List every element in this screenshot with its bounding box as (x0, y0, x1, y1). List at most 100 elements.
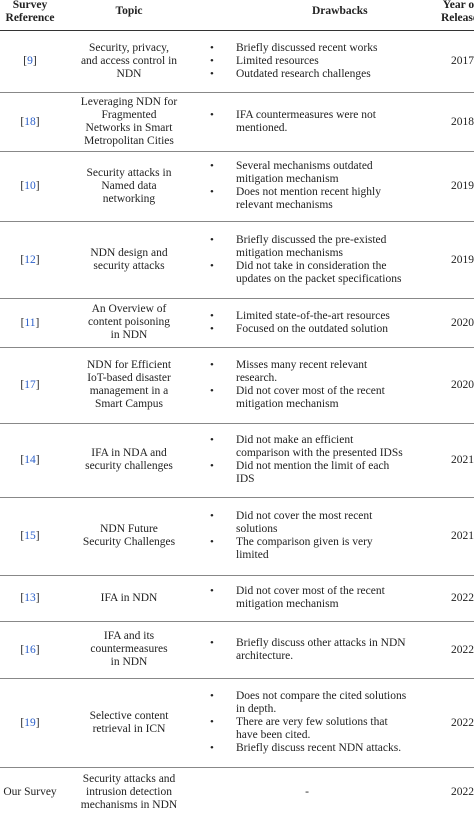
topic-cell: Security attacks and intrusion detection m… (66, 767, 192, 817)
topic-line: IFA in NDA and (91, 447, 167, 459)
reference-link[interactable]: 10 (24, 180, 36, 192)
header-topic: Topic (115, 5, 143, 18)
survey-reference-cell: [15] (0, 497, 66, 575)
drawback-line: research. (236, 372, 278, 384)
drawback-item: • Briefly discussed the pre-existed mitiga… (206, 234, 422, 260)
topic-line: IFA and its (103, 630, 155, 642)
topic-line: An Overview of (91, 303, 167, 315)
survey-reference-cell: [18] (0, 92, 66, 151)
reference-link[interactable]: 17 (24, 379, 36, 391)
bracket-open: [ (20, 716, 25, 729)
topic-line: mechanisms in NDN (80, 798, 178, 811)
drawback-line: Did not take in consideration the (236, 259, 387, 272)
bracket-open: [ (20, 115, 25, 128)
drawbacks-cell: • IFA countermeasures were not mentioned. (192, 92, 422, 151)
drawback-line: Did not cover most of the recent (236, 385, 385, 397)
topic-line: intrusion detection (86, 785, 172, 798)
survey-reference-cell: [12] (0, 221, 66, 298)
drawback-item: • Briefly discussed recent works (206, 42, 422, 55)
drawbacks-cell: • Misses many recent relevant research. • Di… (192, 347, 422, 423)
reference-link[interactable]: 14 (24, 454, 36, 466)
bracket-close: ] (35, 253, 40, 266)
drawback-item: • Limited state-of-the-art resources (206, 310, 422, 323)
topic-line: content poisoning (87, 316, 171, 328)
reference-link[interactable]: 15 (24, 530, 36, 542)
bullet-icon: • (210, 309, 214, 322)
drawback-line: Briefly discuss recent NDN attacks. (236, 742, 402, 754)
drawback-line: Briefly discuss other attacks in NDN (236, 636, 406, 649)
drawback-line: There are very few solutions that (236, 716, 388, 728)
drawback-line: comparison with the presented IDSs (236, 447, 403, 459)
survey-reference-cell: [14] (0, 423, 66, 497)
bullet-icon: • (210, 67, 214, 80)
drawbacks-list: • Misses many recent relevant research. • Di… (206, 359, 422, 411)
bullet-icon: • (210, 108, 214, 121)
survey-reference-cell: [13] (0, 575, 66, 621)
drawback-line: updates on the packet specifications (236, 272, 402, 285)
bracket-close: ] (35, 592, 40, 604)
topic-line: Metropolitan Cities (84, 134, 174, 147)
bullet-icon: • (210, 636, 214, 649)
drawback-item: • There are very few solutions that have b… (206, 716, 422, 742)
drawback-item: • Limited resources (206, 55, 422, 68)
drawbacks-cell: • Briefly discussed the pre-existed mitiga… (192, 221, 422, 298)
year-cell: 2021 (451, 454, 474, 466)
bracket-open: [ (20, 530, 25, 542)
reference-link[interactable]: 13 (24, 592, 36, 604)
drawbacks-cell: • Did not make an efficient comparison wit… (192, 423, 422, 497)
topic-line: networking (102, 192, 156, 205)
topic-cell: NDN for Efficient IoT-based disaster manag… (66, 347, 192, 423)
bracket-open: [ (20, 253, 25, 266)
drawbacks-list: • Did not make an efficient comparison wit… (206, 434, 422, 486)
drawback-line: Limited resources (236, 54, 319, 67)
bullet-icon: • (210, 160, 214, 172)
reference-link[interactable]: 16 (24, 643, 36, 656)
topic-line: Fragmented (101, 108, 157, 121)
drawback-item: • Does not compare the cited solutions in … (206, 690, 422, 716)
drawbacks-list: • Briefly discussed the pre-existed mitiga… (206, 234, 422, 286)
drawback-item: • IFA countermeasures were not mentioned. (206, 109, 422, 135)
bracket-open: [ (20, 180, 25, 192)
topic-line: Smart Campus (94, 398, 164, 410)
header-year-line2: Release (440, 11, 474, 24)
reference-link[interactable]: 19 (24, 716, 36, 729)
drawbacks-list: • Briefly discussed recent works • Limited … (206, 42, 422, 81)
bracket-open: [ (20, 592, 25, 604)
drawback-line: Limited state-of-the-art resources (236, 309, 390, 322)
survey-reference-cell: Our Survey (0, 767, 66, 817)
year-cell: 2017 (451, 55, 474, 67)
table-row: [19] Selective content retrieval in ICN • Do… (0, 678, 474, 767)
survey-reference-cell: [11] (0, 298, 66, 347)
table-row: Our Survey Security attacks and intrusion … (0, 767, 474, 817)
year-cell: 2022 (451, 786, 474, 799)
topic-line: Named data (101, 179, 157, 192)
reference-link[interactable]: 12 (24, 253, 36, 266)
drawback-line: Briefly discussed the pre-existed (236, 233, 387, 246)
reference-link[interactable]: 18 (24, 115, 36, 128)
bracket-close: ] (35, 643, 40, 656)
drawback-line: Did not make an efficient (236, 434, 354, 446)
drawbacks-cell: • Limited state-of-the-art resources • Focu… (192, 298, 422, 347)
bullet-icon: • (210, 690, 214, 702)
table-body: [9] Security, privacy, and access control … (0, 30, 474, 817)
drawback-line: mitigation mechanisms (236, 246, 343, 259)
drawbacks-list: • Several mechanisms outdated mitigation m… (206, 160, 422, 212)
drawback-line: mitigation mechanism (236, 398, 339, 410)
header-survey-reference: Survey Reference (0, 0, 66, 30)
drawback-line: Focused on the outdated solution (236, 322, 389, 335)
header-survey-reference-line1: Survey (12, 0, 48, 11)
topic-line: Networks in Smart (85, 121, 173, 134)
drawback-line: have been cited. (236, 729, 311, 741)
bullet-icon: • (210, 536, 214, 548)
bullet-icon: • (210, 41, 214, 54)
topic-cell: IFA and its countermeasures in NDN (66, 621, 192, 678)
topic-cell: Leveraging NDN for Fragmented Networks in … (66, 92, 192, 151)
drawback-item: • Outdated research challenges (206, 68, 422, 81)
reference-link[interactable]: 9 (27, 55, 33, 67)
bracket-close: ] (35, 454, 40, 466)
table-row: [14] IFA in NDA and security challenges • Di… (0, 423, 474, 497)
reference-link[interactable]: 11 (24, 316, 36, 329)
survey-reference-cell: [16] (0, 621, 66, 678)
bullet-icon: • (210, 385, 214, 397)
reference-label: Our Survey (3, 786, 57, 799)
